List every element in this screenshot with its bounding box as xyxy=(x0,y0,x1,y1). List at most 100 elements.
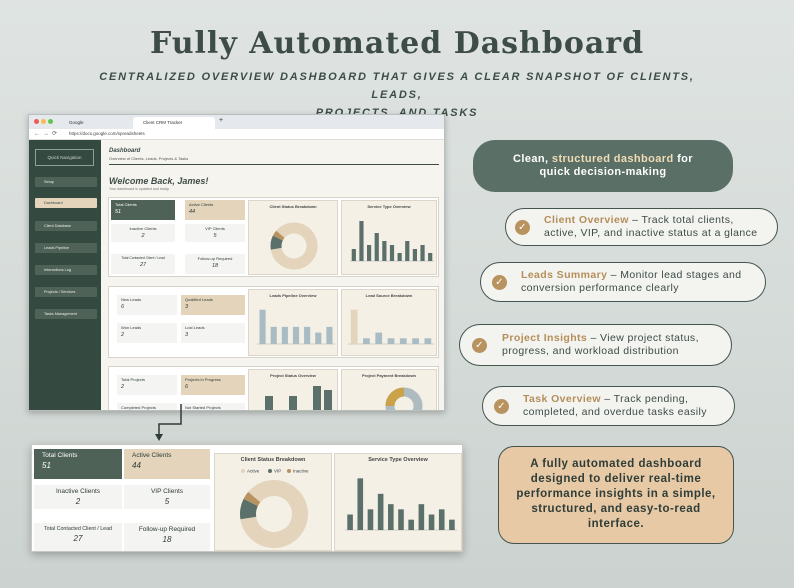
sidebar-item-client-db[interactable]: Client Database xyxy=(35,221,97,231)
completed-projects-card: Completed Projects xyxy=(117,403,177,410)
browser-tab-crm[interactable]: Client CRM Tracker xyxy=(133,117,215,129)
zoom-client-status-donut: Active VIP Inactive xyxy=(240,469,309,548)
card-label: Follow-up Required xyxy=(138,526,196,533)
bar xyxy=(313,386,321,410)
card-label: Active Clients xyxy=(189,202,214,207)
bar xyxy=(449,519,455,530)
callout-task-overview: ✓ Task Overview – Track pending, complet… xyxy=(482,386,735,426)
welcome-heading: Welcome Back, James! xyxy=(109,176,209,186)
zoom-service-type-chart xyxy=(345,478,457,531)
close-window-icon[interactable] xyxy=(34,119,39,124)
callout-highlight: Leads Summary xyxy=(521,269,608,281)
minimize-window-icon[interactable] xyxy=(41,119,46,124)
bar xyxy=(259,309,266,344)
donut-slice-active xyxy=(270,222,318,270)
bar xyxy=(438,509,445,530)
nav-arrows-icon[interactable]: ←→⟳ xyxy=(34,131,61,137)
quick-nav-button[interactable]: Quick Navigation xyxy=(35,149,94,166)
callout-leads-summary: ✓ Leads Summary – Monitor lead stages an… xyxy=(480,262,766,302)
bar xyxy=(375,332,383,344)
bar xyxy=(350,309,358,344)
donut-slice-vip xyxy=(240,498,259,520)
callout-text: Clean, xyxy=(513,153,552,165)
new-tab-icon[interactable]: + xyxy=(219,117,224,124)
leads-pipeline-chart xyxy=(257,309,335,345)
bar xyxy=(424,338,432,344)
active-clients-card: Active Clients 44 xyxy=(185,200,245,220)
url-field[interactable]: https://docs.google.com/spreadsheets xyxy=(69,131,145,136)
card-value: 51 xyxy=(42,461,51,470)
subtitle-line-1: CENTRALIZED OVERVIEW DASHBOARD THAT GIVE… xyxy=(99,71,695,101)
sidebar-item-projects[interactable]: Projects / Services xyxy=(35,287,97,297)
card-value: 18 xyxy=(211,263,219,269)
donut-slice-inactive xyxy=(243,491,261,507)
card-label: Total Projects xyxy=(121,377,146,382)
bar xyxy=(428,514,435,530)
bar xyxy=(428,253,433,261)
panel-title: Client Status Breakdown xyxy=(240,457,306,463)
callout-text: – Track pending, xyxy=(600,393,689,405)
callout-text: – Track total clients, xyxy=(628,214,734,226)
total-projects-card: Total Projects 2 xyxy=(117,375,177,395)
sidebar-item-setup[interactable]: Setup xyxy=(35,177,97,187)
callout-highlight: Task Overview xyxy=(523,393,601,405)
spreadsheet-app: Quick Navigation Setup Dashboard Client … xyxy=(29,140,444,410)
bar xyxy=(374,233,379,261)
callout-text: progress, and workload distribution xyxy=(502,345,679,357)
zoom-total-clients-card: Total Clients 51 xyxy=(34,449,122,479)
callout-text: active, VIP, and inactive status at a gl… xyxy=(544,227,758,239)
check-icon: ✓ xyxy=(472,338,487,353)
panel-title: Leads Pipeline Overview xyxy=(269,293,317,298)
sidebar-item-leads[interactable]: Leads Pipeline xyxy=(35,243,97,253)
card-value: 27 xyxy=(139,262,147,268)
callout-text: quick decision-making xyxy=(539,166,667,178)
project-payment-panel: Project Payment Breakdown xyxy=(341,369,437,410)
bar xyxy=(270,326,277,344)
card-value: 2 xyxy=(141,233,145,239)
callout-text: completed, and overdue tasks easily xyxy=(523,406,707,418)
bar xyxy=(351,249,356,261)
bar xyxy=(387,338,395,344)
card-value: 2 xyxy=(75,497,81,506)
zoomed-client-section: Total Clients 51 Active Clients 44 Inactiv… xyxy=(31,444,463,552)
callout-project-insights: ✓ Project Insights – View project status… xyxy=(459,324,732,366)
projects-section: Total Projects 2 Projects in Progress 6 Co… xyxy=(108,366,439,410)
donut-slice-inactive xyxy=(272,230,285,241)
browser-tab-bar: Google Client CRM Tracker + xyxy=(29,115,444,129)
service-type-panel: Service Type Overview xyxy=(341,200,437,275)
zoom-service-type-panel: Service Type Overview xyxy=(334,453,462,551)
panel-title: Project Payment Breakdown xyxy=(361,373,417,378)
callout-text: – View project status, xyxy=(587,332,699,344)
card-value: 27 xyxy=(73,534,83,543)
browser-tab-google[interactable]: Google xyxy=(59,117,131,129)
sidebar-item-tasks[interactable]: Tasks Management xyxy=(35,309,97,319)
dashboard-subheading: Overview of Clients, Leads, Projects & T… xyxy=(109,156,189,161)
sidebar-item-interactions[interactable]: Interactions Log xyxy=(35,265,97,275)
card-label: Qualified Leads xyxy=(185,297,213,302)
panel-title: Service Type Overview xyxy=(368,457,428,463)
bar xyxy=(398,509,404,530)
sidebar-item-dashboard[interactable]: Dashboard xyxy=(35,198,97,208)
bar xyxy=(357,478,364,530)
welcome-subtext: Your dashboard is updated and ready. xyxy=(109,187,170,191)
card-label: Active Clients xyxy=(132,452,172,459)
zoom-contacted-card: Total Contacted Client / Lead 27 xyxy=(34,523,122,551)
card-label: Inactive Clients xyxy=(55,488,101,495)
card-value: 2 xyxy=(121,384,125,390)
card-value: 44 xyxy=(189,209,196,215)
check-icon: ✓ xyxy=(492,275,507,290)
address-bar: ←→⟳ https://docs.google.com/spreadsheets xyxy=(29,129,444,140)
client-status-donut xyxy=(270,222,318,270)
contacted-card: Total Contacted Client / Lead 27 xyxy=(111,254,175,274)
bar xyxy=(412,249,418,261)
zoom-inactive-clients-card: Inactive Clients 2 xyxy=(34,485,122,509)
qualified-leads-card: Qualified Leads 3 xyxy=(181,295,245,315)
callout-text: – Monitor lead stages and xyxy=(607,269,742,281)
card-value: 2 xyxy=(121,332,125,338)
maximize-window-icon[interactable] xyxy=(48,119,53,124)
bar xyxy=(366,245,372,261)
lead-source-panel: Lead Source Breakdown xyxy=(341,289,437,356)
legend: Active VIP Inactive xyxy=(241,469,309,474)
project-status-chart xyxy=(265,386,332,410)
vip-clients-card: VIP Clients 5 xyxy=(185,224,245,242)
